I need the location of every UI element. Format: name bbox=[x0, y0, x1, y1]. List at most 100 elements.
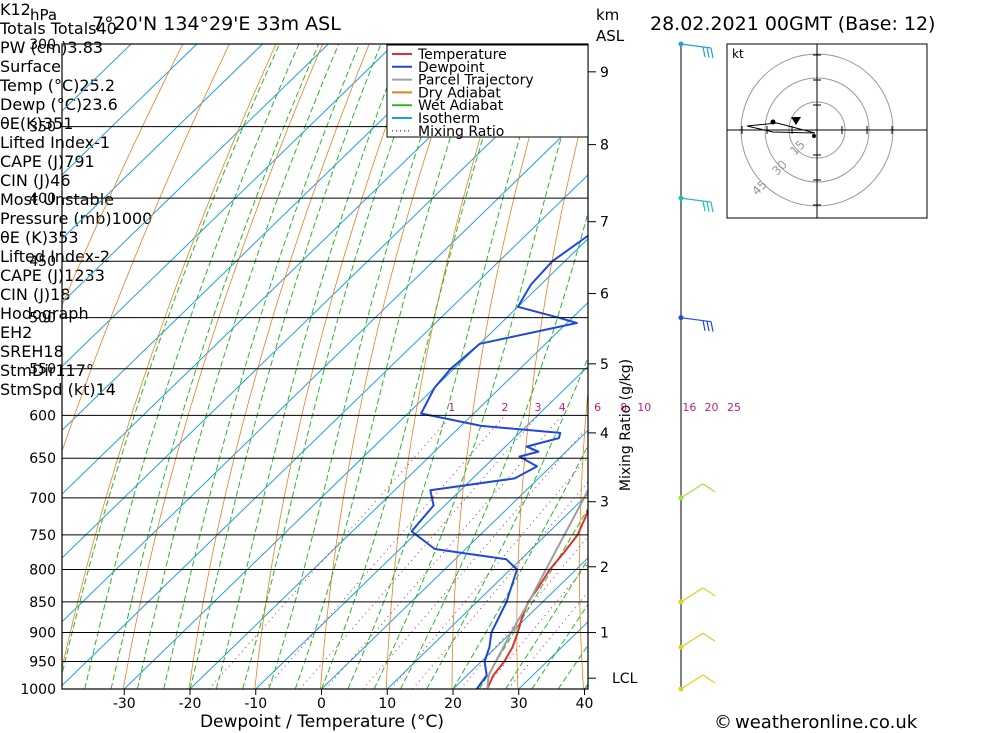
index-label: θE(K) bbox=[0, 114, 43, 133]
index-label: PW (cm) bbox=[0, 38, 68, 57]
index-label: CAPE (J) bbox=[0, 152, 65, 171]
index-value: 14 bbox=[95, 380, 116, 399]
x-tick-label: 20 bbox=[444, 696, 462, 712]
mixing-ratio-label: 20 bbox=[704, 401, 718, 414]
mixing-ratio-line bbox=[325, 415, 563, 689]
hodograph-trace bbox=[746, 122, 816, 134]
copyright-symbol: © bbox=[714, 712, 732, 733]
index-value: 117° bbox=[55, 361, 94, 380]
index-label: Pressure (mb) bbox=[0, 209, 112, 228]
legend-entry: Mixing Ratio bbox=[418, 124, 504, 140]
index-row: PW (cm)3.83 bbox=[0, 38, 1000, 57]
wind-barb bbox=[680, 317, 714, 332]
dry-adiabat-line bbox=[516, 96, 588, 689]
x-tick-label: 40 bbox=[576, 696, 594, 712]
hpa-label: hPa bbox=[30, 6, 57, 24]
wet-adiabat-line bbox=[215, 44, 404, 689]
dry-adiabat-line bbox=[640, 44, 695, 689]
legend-entry: Dewpoint bbox=[418, 60, 485, 76]
x-tick-label: -30 bbox=[113, 696, 136, 712]
legend-entry: Parcel Trajectory bbox=[418, 73, 534, 89]
index-value: 40 bbox=[96, 19, 117, 38]
hodograph-frame bbox=[726, 43, 928, 219]
pressure-tick-label: 800 bbox=[29, 562, 56, 578]
isotherm-line bbox=[62, 44, 461, 431]
wet-adiabat-line bbox=[242, 44, 428, 689]
wind-barb bbox=[680, 483, 716, 499]
hodograph-unit-label: kt bbox=[732, 47, 744, 61]
km-tick-label: 7 bbox=[600, 215, 609, 231]
index-row: EH2 bbox=[0, 323, 1000, 342]
dry-adiabat-line bbox=[122, 44, 323, 689]
isotherm-line bbox=[321, 429, 588, 689]
legend-entry: Temperature bbox=[417, 47, 507, 63]
hodograph-heading: Hodograph bbox=[0, 304, 89, 323]
series-dewpoint bbox=[410, 234, 588, 689]
index-label: EH bbox=[0, 323, 23, 342]
index-row: CAPE (J)791 bbox=[0, 152, 1000, 171]
km-tick-label: 2 bbox=[600, 560, 609, 576]
dry-adiabat-line bbox=[62, 44, 277, 671]
pressure-tick-label: 900 bbox=[29, 626, 56, 642]
dry-adiabat-line bbox=[451, 44, 557, 689]
index-label: CIN (J) bbox=[0, 171, 51, 190]
dry-adiabat-line bbox=[62, 44, 230, 453]
legend-entry: Dry Adiabat bbox=[418, 85, 501, 101]
mixing-ratio-label: 2 bbox=[502, 401, 509, 414]
wind-barb bbox=[680, 43, 714, 59]
index-label: CIN (J) bbox=[0, 285, 51, 304]
storm-motion-marker bbox=[791, 117, 801, 125]
indices-panel: K12 Totals Totals40 PW (cm)3.83 Surface Temp… bbox=[0, 0, 1000, 399]
pressure-tick-label: 950 bbox=[29, 655, 56, 671]
pressure-tick-label: 350 bbox=[29, 120, 56, 136]
index-label: θE (K) bbox=[0, 228, 48, 247]
mixing-ratio-label: 3 bbox=[534, 401, 541, 414]
x-tick-label: 10 bbox=[378, 696, 396, 712]
dry-adiabat-line bbox=[579, 387, 588, 689]
index-value: 25.2 bbox=[79, 76, 116, 95]
mixing-ratio-label: 1 bbox=[448, 401, 455, 414]
mixing-ratio-label: 16 bbox=[682, 401, 696, 414]
index-row: StmDir117° bbox=[0, 361, 1000, 380]
plot-frame bbox=[61, 43, 589, 690]
index-value: 1000 bbox=[111, 209, 153, 228]
km-tick-label: 4 bbox=[600, 426, 609, 442]
index-label: Lifted Index bbox=[0, 133, 95, 152]
pressure-tick-label: 850 bbox=[29, 595, 56, 611]
pressure-tick-label: 750 bbox=[29, 528, 56, 544]
mixing-ratio-line bbox=[208, 415, 453, 689]
asl-label: ASL bbox=[596, 27, 625, 45]
index-row: θE(K)351 bbox=[0, 114, 1000, 133]
index-label: K bbox=[0, 0, 11, 19]
legend-box bbox=[386, 44, 589, 138]
km-tick-label: 3 bbox=[600, 495, 609, 511]
km-tick-label: 5 bbox=[600, 357, 609, 373]
hodograph-point bbox=[812, 134, 816, 138]
x-tick-label: 0 bbox=[317, 696, 326, 712]
dry-adiabat-line bbox=[969, 44, 1000, 689]
wet-adiabat-line bbox=[321, 44, 513, 689]
isotherm-line bbox=[62, 44, 132, 112]
surface-heading: Surface bbox=[0, 57, 61, 76]
index-label: StmDir bbox=[0, 361, 56, 380]
index-label: Totals Totals bbox=[0, 19, 97, 38]
km-tick-label: 1 bbox=[600, 626, 609, 642]
mixing-ratio-axis-label: Mixing Ratio (g/kg) bbox=[618, 359, 634, 491]
index-row: Temp (°C)25.2 bbox=[0, 76, 1000, 95]
km-tick-label: 8 bbox=[600, 138, 609, 154]
pressure-tick-label: 700 bbox=[29, 491, 56, 507]
index-row: Totals Totals40 bbox=[0, 19, 1000, 38]
index-row: K12 bbox=[0, 0, 1000, 19]
mixing-ratio-label: 25 bbox=[727, 401, 741, 414]
index-value: 791 bbox=[64, 152, 95, 171]
wet-adiabat-line bbox=[294, 44, 482, 689]
index-value: 351 bbox=[42, 114, 74, 133]
index-value: -1 bbox=[94, 133, 111, 152]
isotherm-line bbox=[62, 46, 588, 559]
index-value: 46 bbox=[50, 171, 71, 190]
mixing-ratio-line bbox=[264, 415, 506, 689]
index-row: Pressure (mb)1000 bbox=[0, 209, 1000, 228]
wind-barb bbox=[680, 587, 716, 603]
